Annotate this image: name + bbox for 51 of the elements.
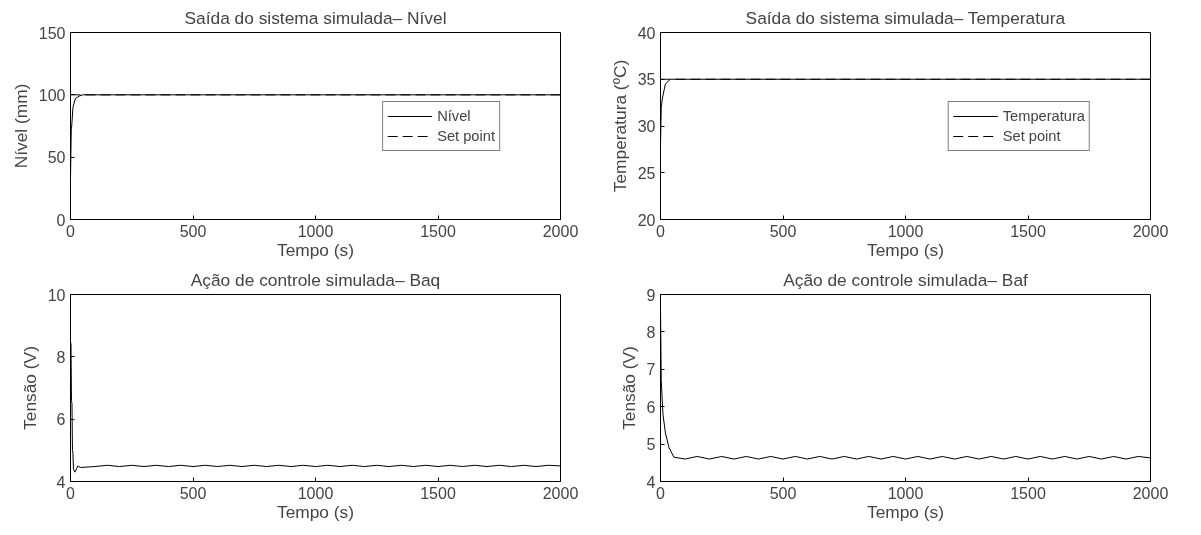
y-axis-title: Tensão (V) xyxy=(618,346,639,430)
x-tick-label: 500 xyxy=(179,484,207,502)
x-tick-label: 1000 xyxy=(887,222,924,240)
legend-label: Set point xyxy=(437,127,495,144)
x-tick-label: 1000 xyxy=(297,222,334,240)
legend-label: Temperatura xyxy=(1002,107,1085,124)
x-tick-label: 2000 xyxy=(542,484,579,502)
y-tick-label: 25 xyxy=(637,164,656,182)
x-tick-label: 2000 xyxy=(542,222,579,240)
legend-label: Set point xyxy=(1002,127,1061,144)
y-axis-title: Tensão (V) xyxy=(19,346,40,430)
chart-title: Ação de controle simulada– Baf xyxy=(783,269,1029,290)
y-tick-label: 4 xyxy=(56,473,66,491)
y-tick-label: 4 xyxy=(646,473,656,491)
y-tick-label: 5 xyxy=(646,436,656,454)
chart-title: Ação de controle simulada– Baq xyxy=(190,269,441,290)
x-tick-label: 2000 xyxy=(1132,222,1169,240)
x-tick-label: 500 xyxy=(769,484,797,502)
x-tick-label: 1500 xyxy=(420,222,456,240)
y-tick-label: 35 xyxy=(637,71,656,89)
y-axis-title: Nível (mm) xyxy=(10,83,31,169)
y-tick-label: 9 xyxy=(646,286,656,304)
chart-title: Saída do sistema simulada– Temperatura xyxy=(745,7,1066,28)
x-tick-label: 1000 xyxy=(887,484,924,502)
x-axis-title: Tempo (s) xyxy=(866,501,945,522)
y-tick-label: 150 xyxy=(38,24,66,42)
y-tick-label: 6 xyxy=(646,398,656,416)
y-tick-label: 20 xyxy=(637,211,656,229)
y-tick-label: 7 xyxy=(646,361,656,379)
x-tick-label: 1000 xyxy=(297,484,334,502)
x-tick-label: 1500 xyxy=(1010,222,1046,240)
x-axis-title: Tempo (s) xyxy=(276,239,355,260)
y-tick-label: 50 xyxy=(47,149,66,167)
x-tick-label: 1500 xyxy=(1010,484,1046,502)
y-tick-label: 40 xyxy=(637,24,656,42)
x-axis-title: Tempo (s) xyxy=(866,239,945,260)
x-tick-label: 2000 xyxy=(1132,484,1169,502)
y-tick-label: 8 xyxy=(56,348,66,366)
legend-label: Nível xyxy=(437,107,471,124)
y-tick-label: 6 xyxy=(56,411,66,429)
y-tick-label: 100 xyxy=(38,86,66,104)
y-axis-title: Temperatura (ºC) xyxy=(609,59,630,193)
y-tick-label: 8 xyxy=(646,323,656,341)
x-tick-label: 1500 xyxy=(420,484,456,502)
x-axis-title: Tempo (s) xyxy=(276,501,355,522)
y-tick-label: 30 xyxy=(637,118,656,135)
y-tick-label: 0 xyxy=(56,211,66,229)
y-tick-label: 10 xyxy=(47,286,66,304)
chart-title: Saída do sistema simulada– Nível xyxy=(184,7,447,28)
x-tick-label: 500 xyxy=(769,222,797,240)
x-tick-label: 500 xyxy=(179,222,207,240)
